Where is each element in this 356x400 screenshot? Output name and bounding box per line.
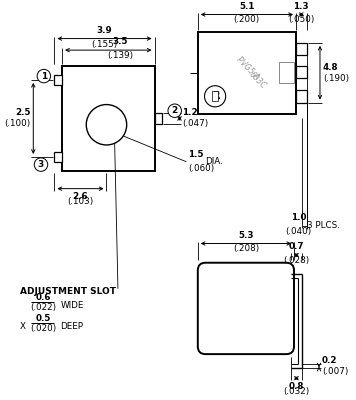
Text: 0.5: 0.5 <box>35 314 51 323</box>
Bar <box>296 90 307 102</box>
Text: 3: 3 <box>38 160 44 169</box>
FancyBboxPatch shape <box>198 263 294 354</box>
Text: (.040): (.040) <box>286 227 312 236</box>
Text: (.032): (.032) <box>283 387 309 396</box>
Bar <box>54 152 62 162</box>
Circle shape <box>205 86 226 107</box>
Bar <box>155 113 162 124</box>
Text: 5.3: 5.3 <box>238 231 253 240</box>
Text: DEEP: DEEP <box>60 322 83 331</box>
Circle shape <box>34 158 48 171</box>
Text: (.139): (.139) <box>107 51 133 60</box>
Bar <box>62 66 155 171</box>
Text: 0.6: 0.6 <box>35 293 51 302</box>
Bar <box>54 75 62 85</box>
Circle shape <box>37 69 51 83</box>
Text: 3.9: 3.9 <box>97 26 112 35</box>
Bar <box>296 43 307 56</box>
Text: 1.0: 1.0 <box>291 213 307 222</box>
Text: (.208): (.208) <box>233 244 259 254</box>
Text: 1.3: 1.3 <box>293 2 309 11</box>
Text: 2.5: 2.5 <box>15 108 30 118</box>
Text: X: X <box>20 322 26 331</box>
Text: 3 PLCS.: 3 PLCS. <box>308 221 340 230</box>
Text: R: R <box>212 91 220 101</box>
Text: WIDE: WIDE <box>60 300 84 310</box>
Text: PVG5 A: PVG5 A <box>235 55 261 81</box>
Bar <box>279 62 294 83</box>
Text: (.190): (.190) <box>323 74 349 83</box>
Text: 3.5: 3.5 <box>112 37 127 46</box>
Text: 5.1: 5.1 <box>239 2 255 11</box>
Text: 603C: 603C <box>247 70 268 91</box>
Text: (.020): (.020) <box>30 324 56 333</box>
Text: (.047): (.047) <box>182 119 209 128</box>
Text: 0.2: 0.2 <box>322 356 337 365</box>
Text: ADJUSTMENT SLOT: ADJUSTMENT SLOT <box>20 287 116 296</box>
Text: (.103): (.103) <box>67 197 94 206</box>
Text: 2: 2 <box>172 106 178 115</box>
Text: DIA.: DIA. <box>205 157 223 166</box>
Text: (.050): (.050) <box>288 16 314 24</box>
Text: (.007): (.007) <box>322 367 348 376</box>
Text: 2.6: 2.6 <box>73 192 88 202</box>
Circle shape <box>86 104 127 145</box>
Text: (.060): (.060) <box>188 164 214 173</box>
Text: 4.8: 4.8 <box>323 63 338 72</box>
Circle shape <box>168 104 182 118</box>
Text: (.200): (.200) <box>234 16 260 24</box>
Text: 1.2: 1.2 <box>182 108 198 118</box>
Text: (.100): (.100) <box>4 119 30 128</box>
Bar <box>212 92 218 101</box>
Text: (.155): (.155) <box>91 40 117 48</box>
Text: (.028): (.028) <box>283 256 309 265</box>
Text: 0.8: 0.8 <box>289 382 304 391</box>
Bar <box>198 32 296 114</box>
Text: 0.7: 0.7 <box>289 242 304 251</box>
Text: (.022): (.022) <box>30 303 56 312</box>
Bar <box>296 66 307 78</box>
Text: 1: 1 <box>41 72 47 80</box>
Text: 1.5: 1.5 <box>188 150 204 159</box>
